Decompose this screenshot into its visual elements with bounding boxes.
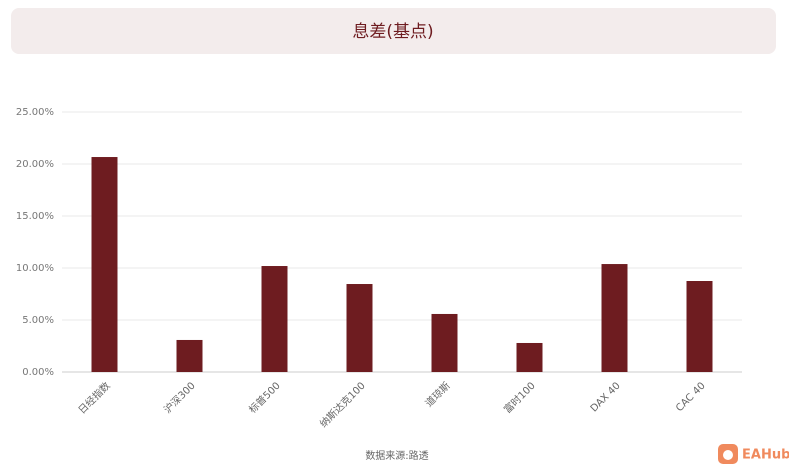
y-tick-label: 5.00% [22,315,54,326]
bar [91,157,118,372]
source: 数据来源:路透 [365,449,428,462]
y-tick-label: 0.00% [22,367,54,378]
y-tick-label: 25.00% [16,107,54,118]
x-tick-label: DAX 40 [589,380,623,414]
y-tick-label: 10.00% [16,263,54,274]
bar [176,339,203,372]
logo-face [723,450,733,460]
bar [516,342,543,372]
chart-title: 息差(基点) [352,22,433,42]
x-tick-label: 道琼斯 [422,379,452,409]
y-tick-label: 20.00% [16,159,54,170]
x-tick-label: 标普500 [246,379,283,416]
bar [686,281,713,372]
bar [346,284,373,372]
logo-text: EAHub [742,448,789,463]
x-tick-label: 富时100 [501,379,538,416]
x-tick-label: CAC 40 [674,380,708,414]
bar [601,264,628,372]
bar [431,313,458,372]
x-tick-label: 纳斯达克100 [317,379,368,430]
x-tick-label: 沪深300 [161,379,198,416]
title-box [11,8,776,54]
y-tick-label: 15.00% [16,211,54,222]
bar [261,266,288,372]
x-tick-label: 日经指数 [75,379,112,416]
